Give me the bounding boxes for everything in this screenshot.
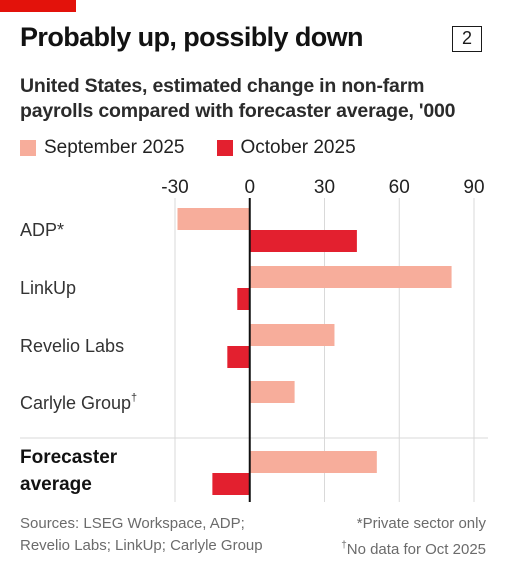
category-label: Forecaster bbox=[20, 447, 118, 468]
category-label: ADP* bbox=[20, 220, 64, 240]
chart-subtitle: United States, estimated change in non-f… bbox=[20, 75, 456, 122]
legend-swatch-october bbox=[216, 140, 233, 156]
legend-label-october: October 2025 bbox=[240, 137, 356, 158]
accent-tab bbox=[0, 0, 76, 12]
category-label: Revelio Labs bbox=[20, 336, 124, 356]
bar-october bbox=[249, 230, 357, 252]
bar-september bbox=[177, 208, 250, 230]
bar-september bbox=[249, 381, 295, 403]
bar-september bbox=[249, 451, 377, 473]
bar-october bbox=[237, 288, 250, 310]
category-footnote-mark: † bbox=[131, 392, 137, 404]
footnote-private-sector: *Private sector only bbox=[356, 515, 486, 532]
x-tick-label: 90 bbox=[463, 177, 484, 198]
sources-line-1: Sources: LSEG Workspace, ADP; bbox=[20, 515, 245, 532]
category-label: LinkUp bbox=[20, 278, 76, 298]
bar-october bbox=[227, 346, 250, 368]
bar-september bbox=[249, 266, 452, 288]
legend-item-october: October 2025 bbox=[216, 137, 356, 159]
bar-september bbox=[249, 324, 335, 346]
x-tick-label: 30 bbox=[314, 177, 335, 198]
footnote-no-data-text: No data for Oct 2025 bbox=[346, 541, 486, 558]
legend-item-september: September 2025 bbox=[20, 137, 185, 159]
x-tick-label: -30 bbox=[161, 177, 188, 198]
chart-number-badge: 2 bbox=[452, 26, 482, 52]
bar-chart: -30 0 30 60 90 ADP* LinkUp Revelio Labs Carlyle … bbox=[20, 177, 488, 502]
sources: Sources: LSEG Workspace, ADP; Revelio La… bbox=[20, 513, 263, 557]
x-tick-label: 60 bbox=[389, 177, 410, 198]
legend: September 2025 October 2025 bbox=[20, 137, 388, 159]
footnote-no-data: †No data for Oct 2025 bbox=[341, 535, 486, 561]
category-label: Carlyle Group† bbox=[20, 392, 137, 413]
bar-october bbox=[212, 473, 250, 495]
sources-line-2: Revelio Labs; LinkUp; Carlyle Group bbox=[20, 537, 263, 554]
legend-swatch-september bbox=[20, 140, 36, 156]
footnotes: *Private sector only †No data for Oct 20… bbox=[341, 513, 486, 561]
category-label: average bbox=[20, 474, 92, 495]
chart-title: Probably up, possibly down bbox=[20, 22, 364, 52]
footnote-dagger: † bbox=[341, 540, 347, 551]
legend-label-september: September 2025 bbox=[44, 137, 185, 158]
x-tick-label: 0 bbox=[244, 177, 255, 198]
